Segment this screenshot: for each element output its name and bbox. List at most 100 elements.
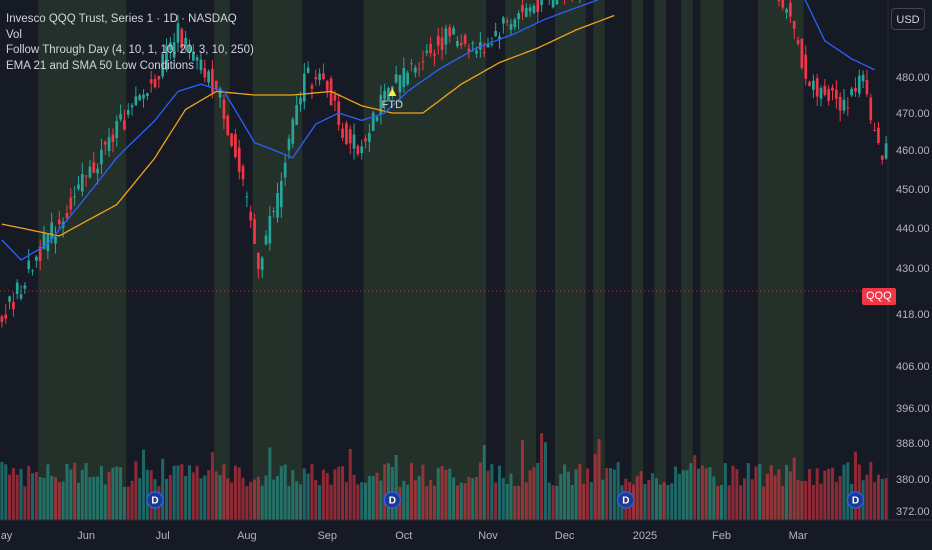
volume-bar	[432, 485, 436, 520]
dividend-marker[interactable]	[146, 491, 164, 509]
price-tick-label: 372.00	[896, 506, 930, 518]
candle-body	[325, 80, 329, 91]
volume-bar	[742, 478, 746, 520]
volume-bar	[589, 482, 593, 520]
volume-bar	[808, 468, 812, 520]
candle-body	[475, 50, 478, 54]
candle-body	[348, 129, 352, 144]
volume-bar	[268, 447, 272, 520]
volume-bar	[142, 449, 146, 520]
volume-bar	[180, 464, 184, 520]
candle-body	[800, 38, 804, 69]
candle-body	[50, 222, 54, 240]
volume-bar	[827, 468, 831, 520]
candle-body	[356, 146, 360, 155]
ema21-line	[1, 0, 875, 261]
candle-body	[555, 0, 559, 5]
dividend-marker[interactable]	[617, 491, 635, 509]
condition-shade	[757, 0, 804, 520]
volume-bar	[647, 480, 651, 520]
candle-body	[184, 37, 187, 46]
currency-button[interactable]: USD	[891, 8, 925, 30]
volume-bar	[689, 463, 693, 520]
volume-bar	[586, 468, 590, 520]
volume-bar	[471, 478, 475, 520]
time-tick-label: Feb	[712, 530, 731, 542]
volume-bar	[92, 476, 96, 520]
volume-bar	[34, 471, 38, 520]
volume-bar	[429, 480, 433, 520]
price-tick-label: 470.00	[896, 108, 930, 120]
volume-bar	[494, 482, 498, 520]
candle-body	[180, 29, 184, 49]
candle-body	[383, 90, 387, 100]
candle-body	[827, 89, 831, 101]
volume-bar	[873, 482, 877, 520]
candle-body	[260, 257, 264, 271]
dividend-marker-label: D	[622, 496, 629, 507]
condition-shade	[38, 0, 127, 520]
volume-bar	[612, 469, 616, 520]
candle-body	[471, 42, 475, 44]
candle-body	[138, 95, 142, 101]
candle-body	[214, 80, 218, 89]
volume-bar	[260, 485, 264, 520]
candle-body	[880, 155, 884, 160]
legend-title[interactable]: Invesco QQQ Trust, Series 1 · 1D · NASDA…	[6, 13, 237, 25]
volume-bar	[295, 481, 299, 520]
volume-bar	[65, 464, 69, 520]
volume-bar	[214, 471, 218, 520]
volume-bar	[321, 469, 325, 520]
volume-bar	[570, 485, 574, 520]
condition-shade	[214, 0, 230, 520]
volume-bar	[11, 468, 15, 520]
volume-bar	[218, 475, 222, 520]
volume-bar	[172, 465, 176, 520]
candle-body	[195, 57, 199, 61]
volume-bar	[344, 482, 348, 520]
volume-bar	[762, 486, 766, 520]
volume-bar	[880, 478, 884, 520]
volume-bar	[253, 479, 257, 520]
volume-bar	[792, 457, 796, 520]
volume-bar	[528, 470, 532, 520]
volume-bar	[681, 470, 685, 520]
volume-bar	[264, 475, 268, 520]
candle-body	[257, 252, 260, 269]
dividend-marker[interactable]	[846, 491, 865, 509]
volume-bar	[130, 480, 134, 520]
volume-bar	[769, 465, 773, 520]
time-tick-label: 2025	[633, 530, 657, 542]
volume-bar	[115, 466, 119, 520]
volume-bar	[563, 464, 567, 520]
volume-bar	[207, 470, 211, 520]
candle-body	[119, 114, 122, 120]
candle-body	[371, 112, 375, 131]
candle-body	[390, 86, 394, 90]
candle-body	[842, 99, 846, 111]
volume-bar	[241, 477, 245, 520]
legend-volume[interactable]: Vol	[6, 28, 22, 41]
candle-body	[149, 79, 153, 84]
candle-body	[287, 138, 291, 151]
volume-bar	[666, 485, 670, 520]
candle-body	[785, 9, 788, 13]
candle-body	[42, 232, 46, 249]
volume-bar	[371, 476, 375, 520]
volume-bar	[256, 476, 260, 520]
volume-bar	[884, 478, 888, 520]
legend-ftd-indicator[interactable]: Follow Through Day (4, 10, 1, 10, 20, 3,…	[6, 44, 254, 57]
dividend-marker[interactable]	[383, 491, 401, 509]
candle-body	[823, 85, 827, 95]
candle-body	[379, 95, 383, 115]
volume-bar	[857, 464, 861, 520]
time-tick-label: Jun	[77, 530, 95, 542]
volume-bar	[509, 473, 513, 520]
volume-bar	[161, 458, 165, 520]
condition-shade	[654, 0, 666, 520]
volume-bar	[184, 475, 188, 520]
legend-ema-sma-indicator[interactable]: EMA 21 and SMA 50 Low Conditions	[6, 59, 194, 72]
volume-bar	[99, 465, 103, 520]
